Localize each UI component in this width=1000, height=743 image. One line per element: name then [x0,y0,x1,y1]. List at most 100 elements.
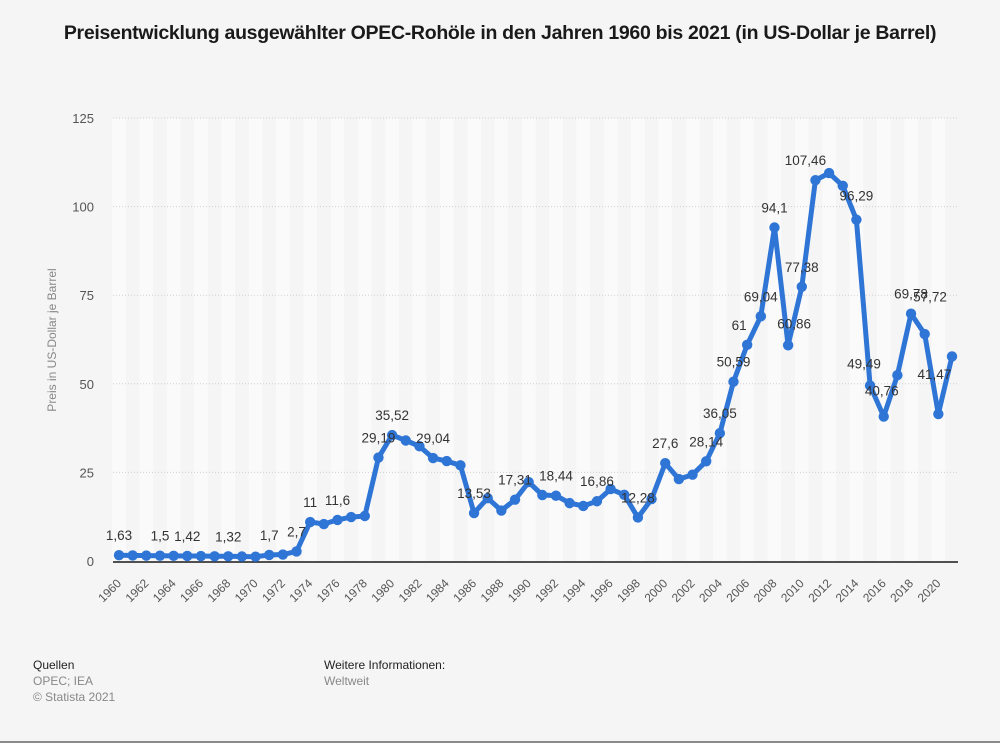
data-label: 50,59 [717,355,751,370]
y-tick-label: 75 [80,288,94,303]
data-point [264,549,275,561]
column-band [112,118,126,561]
column-band [194,118,208,561]
column-band [576,118,591,561]
data-point [318,518,330,530]
x-tick-label: 2000 [642,576,671,605]
data-point [578,500,589,512]
data-point [250,551,261,562]
data-label: 1,42 [174,529,200,544]
data-point [946,351,958,362]
data-label: 1,5 [151,529,170,544]
data-label: 1,7 [260,528,279,543]
data-label: 60,86 [777,316,811,331]
data-label: 77,38 [785,260,819,275]
column-band [631,118,645,561]
x-tick-label: 1962 [123,576,152,605]
column-band [549,118,563,561]
data-point [714,428,726,439]
x-tick-label: 1964 [150,576,179,605]
data-label: 69,04 [744,289,778,304]
x-tick-label: 1992 [532,576,561,605]
x-tick-label: 1978 [341,576,370,605]
x-tick-label: 1970 [232,576,261,605]
y-tick-label: 25 [80,465,94,480]
data-point [564,497,575,509]
data-point [523,476,534,488]
data-label: 29,04 [416,431,450,446]
data-point [154,550,166,561]
x-tick-label: 1982 [396,576,425,605]
more-info-text: Weltweit [324,674,370,688]
column-band [494,118,509,561]
data-point [755,311,767,322]
column-band [685,118,700,561]
data-point [373,452,384,463]
data-point [632,512,644,523]
x-tick-label: 1980 [368,576,397,605]
data-point [878,411,889,422]
data-point [209,551,220,562]
x-tick-label: 1972 [259,576,288,605]
x-tick-label: 1984 [423,576,452,605]
data-point [605,483,616,495]
x-tick-label: 2002 [669,576,698,605]
column-band [713,118,727,561]
data-point [496,505,507,516]
data-point [919,328,930,340]
data-point [851,214,862,225]
copyright-text: © Statista 2021 [33,690,116,704]
data-point [236,551,248,562]
data-label: 13,53 [457,486,491,501]
x-tick-label: 2010 [778,576,807,605]
sources-text[interactable]: OPEC; IEA [33,674,94,688]
data-point [359,510,371,522]
x-tick-label: 1986 [450,576,479,605]
data-point [646,493,657,505]
more-info-heading: Weitere Informationen: [324,658,446,672]
data-label: 1,63 [106,528,132,543]
data-point [400,435,411,446]
x-tick-label: 1968 [205,576,234,605]
data-point [537,489,548,501]
x-tick-label: 1998 [614,576,643,605]
x-tick-label: 1996 [587,576,616,605]
y-tick-label: 125 [72,111,94,126]
chart-title: Preisentwicklung ausgewählter OPEC-Rohöl… [63,22,937,44]
x-tick-label: 1966 [177,576,206,605]
data-label: 11 [303,495,317,510]
data-point [905,308,917,319]
data-label: 61 [732,318,747,333]
column-band [767,118,782,561]
data-point [223,551,234,562]
data-point [168,550,179,562]
data-label: 36,05 [703,406,737,421]
column-band [221,118,236,561]
x-tick-label: 2008 [751,576,780,605]
data-label: 69,78 [894,287,928,302]
column-band [358,118,372,561]
y-tick-label: 0 [87,554,94,569]
y-tick-label: 50 [80,377,94,392]
data-point [728,376,739,387]
data-point [823,167,835,179]
data-label: 17,31 [498,473,532,488]
column-band [794,118,809,561]
data-point [769,222,780,233]
data-point [277,549,289,560]
x-tick-label: 1988 [478,576,507,605]
data-point [933,408,944,420]
data-label: 94,1 [761,201,787,216]
x-tick-label: 2016 [860,576,889,605]
column-band [166,118,181,561]
data-label: 2,7 [287,524,306,539]
column-band [303,118,318,561]
data-point [291,546,302,557]
data-label: 40,76 [865,384,899,399]
x-tick-label: 1974 [287,576,316,605]
data-label: 49,49 [847,357,881,372]
column-band [439,118,454,561]
data-point [741,339,753,351]
sources-heading: Quellen [33,658,75,672]
x-tick-label: 1960 [95,576,124,605]
